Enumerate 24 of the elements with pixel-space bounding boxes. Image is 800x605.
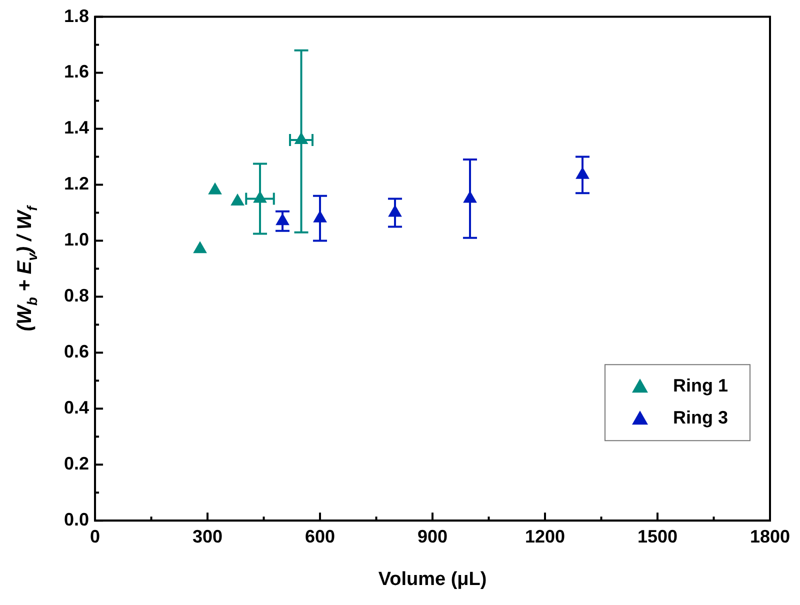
x-axis-title: Volume (μL) (378, 568, 487, 590)
x-tick-label: 1200 (524, 526, 566, 546)
y-tick-label: 1.0 (64, 230, 90, 250)
y-tick-label: 1.6 (64, 62, 90, 82)
y-tick-label: 0.4 (64, 398, 90, 418)
point (208, 182, 222, 194)
x-tick-label: 600 (304, 526, 336, 546)
y-axis-title: (Wb + Ev) / Wf (14, 204, 40, 332)
x-tick-label: 1800 (750, 526, 790, 546)
y-tick-label: 0.2 (64, 454, 90, 474)
y-tick-label: 0.0 (64, 510, 90, 530)
y-tick-label: 1.8 (64, 6, 90, 26)
legend-label: Ring 3 (673, 408, 728, 428)
x-tick-label: 1500 (637, 526, 678, 546)
y-tick-label: 0.8 (64, 286, 90, 306)
y-tick-label: 1.4 (64, 118, 90, 138)
y-tick-label: 1.2 (64, 174, 90, 194)
y-tick-label: 0.6 (64, 342, 90, 362)
point (193, 241, 207, 254)
x-tick-label: 900 (417, 526, 448, 546)
x-tick-label: 0 (90, 526, 100, 546)
x-tick-label: 300 (192, 526, 223, 546)
legend-label: Ring 1 (673, 376, 728, 396)
point (230, 194, 244, 206)
